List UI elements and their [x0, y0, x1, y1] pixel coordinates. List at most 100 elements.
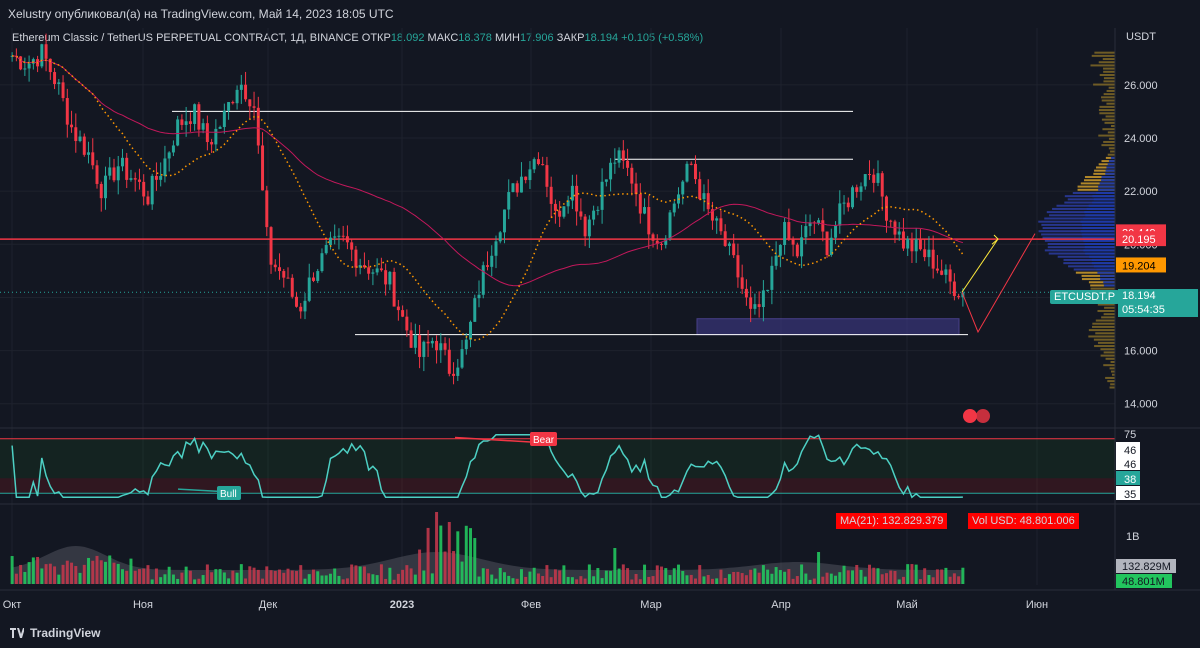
volume-bar: [257, 570, 260, 584]
volume-bar: [11, 556, 14, 584]
profile-bar: [1088, 335, 1115, 337]
profile-bar: [1092, 55, 1115, 57]
profile-bar-va: [1100, 182, 1115, 184]
candle-body: [647, 207, 650, 234]
volume-bar: [274, 571, 277, 584]
price-tick: 16.000: [1124, 346, 1158, 358]
candle-body: [838, 203, 841, 225]
candle-body: [511, 183, 514, 192]
candle-body: [495, 241, 498, 255]
volume-bar: [113, 563, 116, 584]
volume-bar: [397, 574, 400, 584]
candle-body: [800, 237, 803, 256]
profile-bar-va: [1092, 259, 1115, 261]
candle-body: [329, 238, 332, 245]
candle-body: [579, 211, 582, 216]
price-tick: 14.000: [1124, 399, 1158, 411]
volume-bar: [384, 579, 387, 584]
candle-body: [45, 44, 48, 59]
candle-body: [287, 278, 290, 279]
volume-bar: [155, 569, 158, 584]
volume-bar: [74, 566, 77, 584]
candle-body: [885, 197, 888, 221]
candle-body: [957, 296, 960, 297]
candle-body: [473, 298, 476, 322]
candle-body: [172, 145, 175, 152]
candle-body: [367, 267, 370, 273]
price-tick: 26.000: [1124, 80, 1158, 92]
candle-body: [944, 269, 947, 274]
candle-body: [804, 226, 807, 237]
candle-body: [775, 256, 778, 266]
candle-body: [295, 297, 298, 307]
volume-bar: [596, 568, 599, 584]
volume-bar: [210, 572, 213, 584]
profile-bar-va: [1089, 256, 1115, 258]
candle-body: [864, 174, 867, 186]
volume-bar: [227, 578, 230, 584]
candle-body: [889, 221, 892, 222]
profile-bar-va: [1081, 230, 1115, 232]
volume-bar: [405, 565, 408, 584]
candle-body: [388, 272, 391, 285]
candle-body: [503, 210, 506, 233]
candle-body: [96, 165, 99, 184]
volume-bar: [448, 522, 451, 584]
candle-body: [261, 145, 264, 190]
candle-body: [758, 304, 761, 307]
candle-body: [346, 236, 349, 242]
volume-bar: [516, 579, 519, 584]
candle-body: [499, 232, 502, 241]
volume-bar: [62, 565, 65, 584]
volume-bar: [359, 567, 362, 584]
volume-bar: [15, 574, 18, 584]
rsi-tick: 38: [1124, 474, 1136, 486]
ticker-badge[interactable]: ETCUSDT.P: [1050, 290, 1119, 304]
profile-bar: [1104, 93, 1115, 95]
volume-bar: [707, 575, 710, 584]
volume-bar: [354, 565, 357, 584]
candle-body: [452, 374, 455, 376]
candle-body: [113, 167, 116, 180]
profile-bar: [1111, 371, 1115, 373]
volume-bar: [189, 571, 192, 584]
candle-body: [537, 159, 540, 164]
volume-bar: [329, 574, 332, 584]
tradingview-logo[interactable]: TradingView: [10, 626, 100, 640]
volume-bar: [550, 577, 553, 584]
profile-bar: [1106, 103, 1115, 105]
volume-bar: [770, 574, 773, 584]
profile-bar-va: [1082, 237, 1115, 239]
candle-body: [932, 250, 935, 269]
profile-bar-va: [1098, 189, 1115, 191]
profile-bar: [1101, 355, 1115, 357]
volume-bar: [134, 571, 137, 584]
candle-body: [635, 184, 638, 195]
profile-bar-va: [1111, 157, 1115, 159]
volume-bar: [465, 526, 468, 584]
profile-bar: [1103, 58, 1115, 60]
volume-bar: [677, 565, 680, 584]
volume-bar: [36, 557, 39, 584]
profile-bar: [1107, 380, 1115, 382]
candle-body: [588, 220, 591, 237]
profile-bar: [1108, 154, 1115, 156]
candle-body: [62, 82, 65, 98]
volume-bar: [669, 575, 672, 584]
candle-body: [142, 182, 145, 197]
candle-body: [159, 176, 162, 180]
candle-body: [686, 164, 689, 182]
candle-body: [19, 56, 22, 69]
candle-body: [410, 330, 413, 347]
candle-body: [163, 158, 166, 175]
candle-body: [248, 99, 251, 106]
volume-bar: [138, 569, 141, 584]
candle-body: [189, 121, 192, 124]
candle-body: [40, 44, 43, 66]
candle-body: [278, 267, 281, 271]
profile-bar-va: [1082, 233, 1115, 235]
candle-body: [117, 166, 120, 180]
volume-bar: [520, 569, 523, 584]
volume-bar: [630, 579, 633, 584]
candle-body: [715, 218, 718, 220]
